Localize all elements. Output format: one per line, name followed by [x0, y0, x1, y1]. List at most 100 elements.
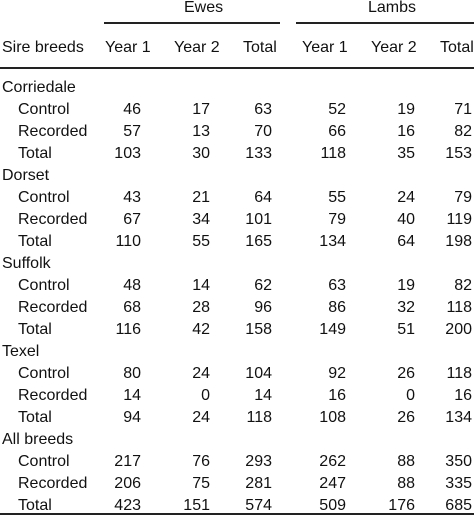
header-bottom-rule [0, 67, 474, 69]
table-cell: 46 [123, 101, 141, 118]
section-title: Dorset [2, 167, 50, 184]
table-cell: 32 [397, 299, 415, 316]
table-cell: 16 [397, 123, 415, 140]
row-label: Total [18, 233, 52, 250]
table-cell: 509 [319, 497, 346, 514]
table-cell: 158 [245, 321, 272, 338]
table-cell: 119 [446, 211, 472, 228]
table-cell: 217 [114, 453, 141, 470]
table-cell: 14 [123, 387, 141, 404]
table-cell: 35 [397, 145, 415, 162]
table-cell: 64 [254, 189, 272, 206]
table-cell: 94 [123, 409, 141, 426]
table-cell: 34 [192, 211, 210, 228]
table-cell: 55 [192, 233, 210, 250]
table-cell: 574 [245, 497, 272, 514]
table-cell: 86 [328, 299, 346, 316]
table-cell: 350 [445, 453, 472, 470]
table-cell: 0 [406, 387, 415, 404]
table-cell: 101 [245, 211, 272, 228]
table-cell: 104 [245, 365, 272, 382]
row-label: Control [18, 453, 70, 470]
table-cell: 70 [254, 123, 272, 140]
table-cell: 43 [123, 189, 141, 206]
table-cell: 24 [397, 189, 415, 206]
table-cell: 16 [454, 387, 472, 404]
row-label: Recorded [18, 387, 88, 404]
table-cell: 118 [246, 409, 272, 426]
table-cell: 0 [201, 387, 210, 404]
table-cell: 63 [254, 101, 272, 118]
table-cell: 153 [445, 145, 472, 162]
table-cell: 62 [254, 277, 272, 294]
table-cell: 96 [254, 299, 272, 316]
table-cell: 103 [114, 145, 141, 162]
table-cell: 55 [328, 189, 346, 206]
table-cell: 151 [183, 497, 210, 514]
table-cell: 108 [319, 409, 346, 426]
row-label: Total [18, 409, 52, 426]
table-cell: 88 [397, 453, 415, 470]
table-cell: 16 [328, 387, 346, 404]
col-header-lambs-year2: Year 2 [371, 39, 417, 56]
table-cell: 335 [445, 475, 472, 492]
table-cell: 118 [446, 365, 472, 382]
table-cell: 19 [397, 101, 415, 118]
table-cell: 79 [328, 211, 346, 228]
table-cell: 52 [328, 101, 346, 118]
col-header-lambs-year1: Year 1 [302, 39, 348, 56]
table-cell: 200 [445, 321, 472, 338]
table-cell: 42 [192, 321, 210, 338]
table-cell: 26 [397, 365, 415, 382]
table-cell: 26 [397, 409, 415, 426]
table-cell: 17 [192, 101, 210, 118]
section-title: Texel [2, 343, 40, 360]
table-cell: 14 [192, 277, 210, 294]
section-title: All breeds [2, 431, 74, 448]
table-cell: 21 [192, 189, 210, 206]
table-cell: 198 [445, 233, 472, 250]
table-cell: 110 [115, 233, 141, 250]
table-cell: 82 [454, 123, 472, 140]
table-cell: 57 [123, 123, 141, 140]
table-cell: 19 [397, 277, 415, 294]
row-label: Recorded [18, 211, 88, 228]
table-cell: 247 [319, 475, 346, 492]
table-cell: 64 [397, 233, 415, 250]
table-cell: 14 [254, 387, 272, 404]
col-header-ewes-total: Total [243, 39, 277, 56]
section-title: Corriedale [2, 79, 76, 96]
group-header-ewes: Ewes [184, 0, 224, 16]
table-cell: 149 [319, 321, 346, 338]
row-label: Recorded [18, 475, 88, 492]
table-cell: 165 [245, 233, 272, 250]
table-cell: 67 [123, 211, 141, 228]
table-cell: 92 [328, 365, 346, 382]
table-cell: 51 [397, 321, 415, 338]
table-cell: 88 [397, 475, 415, 492]
table-cell: 134 [319, 233, 346, 250]
table-cell: 30 [192, 145, 210, 162]
table-cell: 293 [245, 453, 272, 470]
row-header-label: Sire breeds [2, 39, 84, 56]
table-cell: 79 [454, 189, 472, 206]
table-cell: 13 [192, 123, 210, 140]
table-cell: 76 [192, 453, 210, 470]
table-cell: 176 [388, 497, 415, 514]
table-cell: 116 [115, 321, 141, 338]
col-header-lambs-total: Total [440, 39, 474, 56]
row-label: Total [18, 497, 52, 514]
table-cell: 118 [446, 299, 472, 316]
table-cell: 66 [328, 123, 346, 140]
row-label: Control [18, 365, 70, 382]
section-title: Suffolk [2, 255, 51, 272]
table-cell: 75 [192, 475, 210, 492]
table-cell: 40 [397, 211, 415, 228]
table-cell: 48 [123, 277, 141, 294]
col-header-ewes-year2: Year 2 [174, 39, 220, 56]
col-header-ewes-year1: Year 1 [105, 39, 151, 56]
table-cell: 82 [454, 277, 472, 294]
table-cell: 68 [123, 299, 141, 316]
row-label: Recorded [18, 299, 88, 316]
